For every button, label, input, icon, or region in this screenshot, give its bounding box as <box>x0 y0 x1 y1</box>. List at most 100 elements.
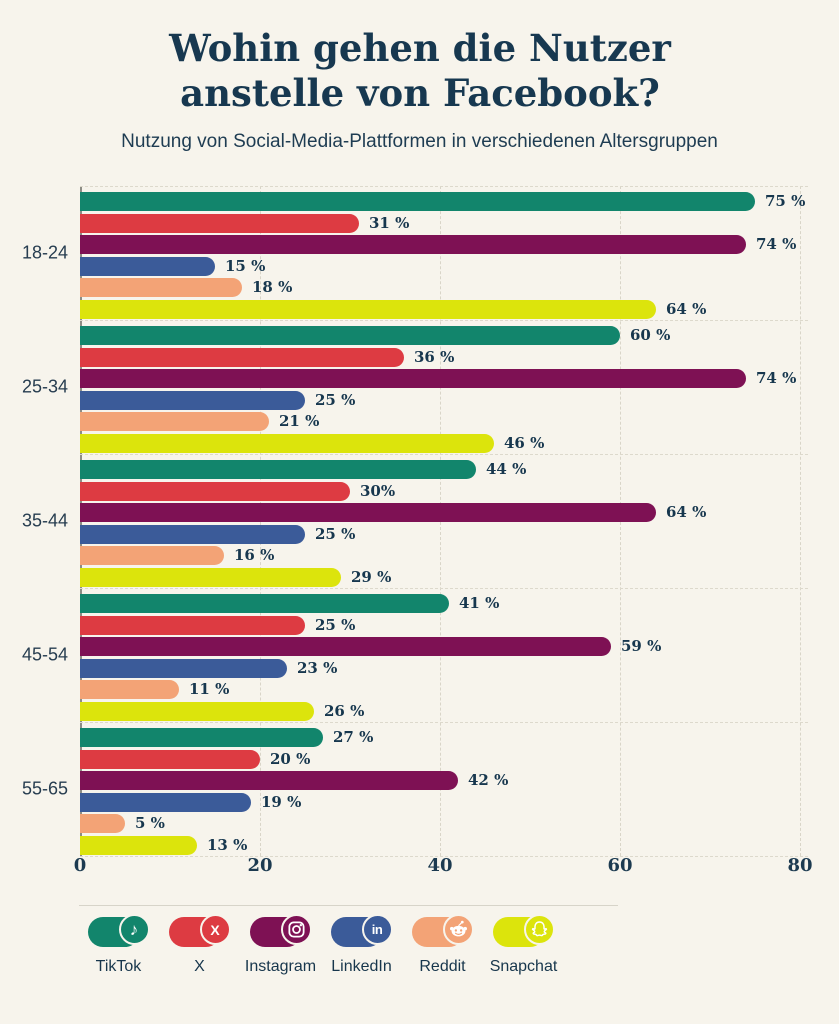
bar-value-label: 74 % <box>756 369 797 387</box>
bar-tiktok <box>80 326 620 345</box>
bar-row-tiktok-35-44: 44 % <box>80 460 808 479</box>
bar-linkedin <box>80 390 305 410</box>
bar-snapchat <box>80 835 197 855</box>
category-label: 55-65 <box>21 778 68 799</box>
legend-label: Instagram <box>244 958 317 975</box>
bar-value-label: 74 % <box>756 235 797 253</box>
bar-linkedin <box>80 524 305 544</box>
bar-x <box>80 481 350 501</box>
legend-label: Reddit <box>419 958 466 975</box>
group-separator <box>80 454 808 455</box>
bar-row-snapchat-18-24: 64 % <box>80 299 808 319</box>
bar-row-snapchat-25-34: 46 % <box>80 433 808 453</box>
legend-item-linkedin: in LinkedIn <box>321 914 402 976</box>
bar-value-label: 64 % <box>666 299 707 318</box>
bar-row-reddit-18-24: 18 % <box>80 278 808 297</box>
bar-value-label: 25 % <box>315 524 356 543</box>
instagram-icon <box>280 914 312 945</box>
age-group-35-44: 35-44 44 % 30% 64 % 25 % 16 % 29 % <box>22 454 808 588</box>
bar-row-reddit-55-65: 5 % <box>80 814 808 833</box>
bar-value-label: 64 % <box>666 503 707 521</box>
bar-row-reddit-25-34: 21 % <box>80 412 808 431</box>
bar-instagram <box>80 637 611 656</box>
tiktok-icon: ♪ <box>118 914 150 945</box>
bar-row-linkedin-55-65: 19 % <box>80 792 808 812</box>
x-tick-label: 40 <box>427 855 453 876</box>
x-axis: 0 20 40 60 80 <box>74 855 813 883</box>
bar-tiktok <box>80 594 449 613</box>
legend-label: Snapchat <box>489 958 558 975</box>
legend-item-instagram: Instagram <box>240 914 321 976</box>
legend-item-reddit: Reddit <box>402 914 483 976</box>
bar-value-label: 75 % <box>765 192 806 210</box>
bar-row-linkedin-18-24: 15 % <box>80 256 808 276</box>
category-label: 25-34 <box>21 376 68 397</box>
age-group-45-54: 45-54 41 % 25 % 59 % 23 % 11 % 26 % <box>22 588 808 722</box>
bar-value-label: 20 % <box>270 749 311 768</box>
legend-chip: X <box>168 914 231 947</box>
bar-value-label: 46 % <box>504 433 545 452</box>
legend-chip <box>492 914 555 947</box>
bar-instagram <box>80 503 656 522</box>
x-icon: X <box>199 914 231 945</box>
bar-row-reddit-45-54: 11 % <box>80 680 808 699</box>
bar-row-instagram-45-54: 59 % <box>80 637 808 656</box>
bar-row-linkedin-25-34: 25 % <box>80 390 808 410</box>
legend: ♪ TikTok X X Instagram in LinkedIn Reddit Snapch… <box>78 914 564 976</box>
bar-value-label: 27 % <box>333 728 374 746</box>
bar-value-label: 13 % <box>207 835 248 854</box>
bar-row-tiktok-25-34: 60 % <box>80 326 808 345</box>
bar-snapchat <box>80 299 656 319</box>
category-label: 45-54 <box>21 644 68 665</box>
bar-value-label: 25 % <box>315 615 356 634</box>
bar-value-label: 26 % <box>324 701 365 720</box>
bar-tiktok <box>80 460 476 479</box>
bar-value-label: 41 % <box>459 594 500 612</box>
bar-reddit <box>80 814 125 833</box>
bar-row-instagram-18-24: 74 % <box>80 235 808 254</box>
bar-row-snapchat-45-54: 26 % <box>80 701 808 721</box>
bar-value-label: 16 % <box>234 546 275 564</box>
bar-row-x-18-24: 31 % <box>80 213 808 233</box>
bar-row-linkedin-35-44: 25 % <box>80 524 808 544</box>
bar-value-label: 44 % <box>486 460 527 478</box>
bar-tiktok <box>80 728 323 747</box>
legend-item-snapchat: Snapchat <box>483 914 564 976</box>
bar-reddit <box>80 680 179 699</box>
x-tick-label: 60 <box>607 855 633 876</box>
legend-label: TikTok <box>95 958 142 975</box>
reddit-icon <box>442 914 474 945</box>
snapchat-icon <box>523 914 555 945</box>
bar-instagram <box>80 369 746 388</box>
bar-row-x-25-34: 36 % <box>80 347 808 367</box>
x-tick-label: 20 <box>247 855 273 876</box>
bar-row-snapchat-55-65: 13 % <box>80 835 808 855</box>
legend-chip: ♪ <box>87 914 150 947</box>
linkedin-icon-glyph: in <box>371 922 383 937</box>
bar-value-label: 15 % <box>225 256 266 275</box>
bar-value-label: 30% <box>360 481 396 500</box>
bar-row-x-55-65: 20 % <box>80 749 808 769</box>
legend-chip <box>249 914 312 947</box>
bar-value-label: 19 % <box>261 792 302 811</box>
bar-row-x-35-44: 30% <box>80 481 808 501</box>
page-title: Wohin gehen die Nutzer anstelle von Face… <box>169 26 671 116</box>
x-icon-glyph: X <box>210 921 220 938</box>
bar-reddit <box>80 546 224 565</box>
page-subtitle: Nutzung von Social-Media-Plattformen in … <box>121 131 718 152</box>
legend-label: X <box>194 958 205 975</box>
x-tick-label: 0 <box>73 855 87 876</box>
bar-value-label: 5 % <box>135 814 165 832</box>
bar-value-label: 11 % <box>189 680 230 698</box>
bar-value-label: 31 % <box>369 213 410 232</box>
legend-item-tiktok: ♪ TikTok <box>78 914 159 976</box>
bar-linkedin <box>80 792 251 812</box>
group-separator <box>80 186 808 187</box>
bar-row-x-45-54: 25 % <box>80 615 808 635</box>
bar-reddit <box>80 412 269 431</box>
bar-row-instagram-55-65: 42 % <box>80 771 808 790</box>
category-label: 18-24 <box>21 242 68 263</box>
bar-x <box>80 213 359 233</box>
group-separator <box>80 856 808 857</box>
